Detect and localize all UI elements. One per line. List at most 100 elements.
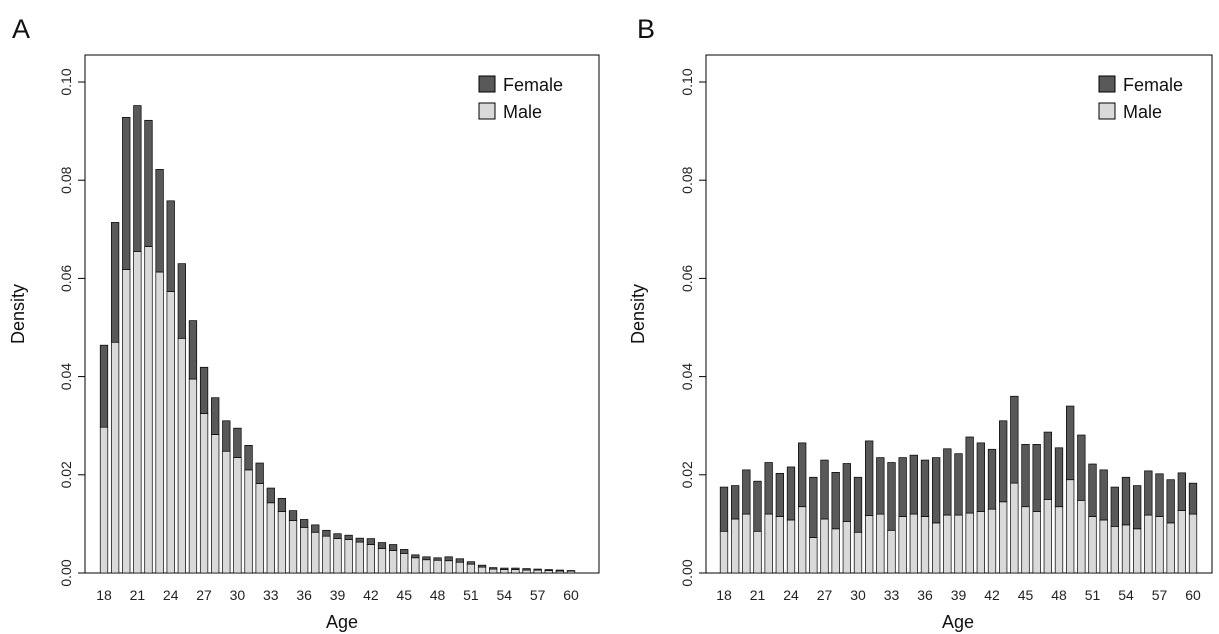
- panel-a-bar-male-age-23: [155, 271, 164, 574]
- panel-a-bar-male-age-48: [433, 559, 442, 574]
- panel-b-bar-female-age-41: [976, 442, 985, 512]
- panel-b-bar-female-age-44: [1010, 395, 1019, 484]
- panel-b-bar-male-age-35: [909, 513, 918, 574]
- panel-b-bar-male-age-45: [1021, 506, 1030, 574]
- panel-b-bar-female-age-28: [831, 472, 840, 530]
- panel-b-bar-male-age-31: [865, 515, 874, 574]
- panel-b-y-axis: 0.00 0.02 0.04 0.06 0.08 0.10: [679, 68, 706, 587]
- panel-a-bar-male-age-21: [133, 251, 142, 574]
- panel-a-bar-male-age-19: [110, 341, 120, 574]
- panel-a-y-tick-label: 0.08: [58, 166, 74, 193]
- panel-a-bar-male-age-30: [233, 457, 242, 574]
- panel-a-bar-male-age-54: [500, 569, 509, 574]
- panel-a-bar-male-age-35: [288, 520, 298, 574]
- panel-b-bar-male-age-34: [898, 516, 907, 574]
- panel-b-bar-female-age-43: [999, 420, 1008, 503]
- panel-a-bar-male-age-58: [544, 570, 553, 574]
- panel-a-bar-female-age-23: [155, 169, 164, 273]
- panel-b-bar-male-age-41: [976, 511, 985, 574]
- panel-a-bar-male-age-46: [411, 557, 420, 574]
- panel-a-bar-male-age-34: [277, 511, 287, 574]
- panel-b-x-tick-label: 57: [1152, 587, 1168, 603]
- panel-a-bar-female-age-52: [477, 564, 487, 568]
- panel-b-bar-female-age-50: [1077, 434, 1086, 501]
- panel-a-bar-female-age-28: [211, 397, 220, 435]
- panel-a-bar-female-age-19: [110, 222, 120, 343]
- panel-a-bar-female-age-33: [266, 487, 275, 504]
- panel-b-bar-male-age-21: [753, 530, 762, 574]
- panel-a-bar-female-age-49: [444, 556, 453, 562]
- panel-b-bar-male-age-54: [1121, 524, 1131, 574]
- panel-a-bar-female-age-55: [511, 567, 520, 570]
- panel-a-bar-male-age-52: [477, 566, 487, 574]
- panel-a-bar-female-age-30: [233, 427, 242, 458]
- panel-a-bar-male-age-27: [199, 413, 209, 574]
- panel-b-bar-male-age-57: [1155, 516, 1164, 574]
- panel-b-bar-female-age-55: [1133, 485, 1142, 530]
- panel-a-bar-male-age-29: [222, 450, 231, 574]
- panel-a-bar-male-age-43: [377, 548, 387, 574]
- panel-b-bar-female-age-36: [920, 459, 930, 517]
- panel-a-x-axis: 18 21 24 27 30 33 36 39 42 45 48 51 54 57 60: [96, 587, 579, 603]
- panel-a-plot-frame: [84, 54, 600, 574]
- panel-a-bar-male-age-37: [311, 531, 320, 574]
- panel-b-x-axis-title: Age: [942, 612, 974, 632]
- panel-a-bars: [99, 105, 576, 574]
- panel-b-bar-male-age-38: [943, 514, 952, 574]
- panel-a-legend-female-label: Female: [503, 75, 563, 95]
- panel-a-x-tick-label: 30: [230, 587, 246, 603]
- panel-b-bar-male-age-22: [764, 513, 773, 574]
- panel-a-bar-female-age-45: [400, 549, 409, 554]
- panel-b-legend-male-label: Male: [1123, 102, 1162, 122]
- panel-a-bar-female-age-29: [222, 420, 231, 452]
- panel-a-bar-female-age-38: [322, 529, 331, 537]
- panel-b-bar-male-age-33: [887, 529, 896, 574]
- panel-a-bar-female-age-51: [466, 561, 476, 565]
- panel-b-bar-male-age-39: [954, 514, 963, 574]
- panel-a-y-tick-label: 0.10: [58, 68, 74, 95]
- panel-b-bar-female-age-45: [1021, 444, 1030, 508]
- panel-b-bar-male-age-60: [1188, 513, 1198, 574]
- panel-a-bar-female-age-46: [411, 554, 420, 559]
- panel-a-bar-female-age-40: [344, 534, 353, 540]
- panel-a-y-axis: 0.00 0.02 0.04 0.06 0.08 0.10: [58, 68, 85, 587]
- panel-b-bar-female-age-47: [1043, 431, 1052, 500]
- panel-b-bar-male-age-51: [1088, 516, 1097, 574]
- panel-b-bar-male-age-42: [987, 508, 997, 574]
- panel-b-bar-female-age-35: [909, 454, 918, 515]
- panel-a-y-tick-label: 0.00: [58, 559, 74, 586]
- panel-a-x-tick-label: 24: [163, 587, 179, 603]
- panel-a-bar-male-age-31: [244, 469, 253, 574]
- panel-b-bar-female-age-37: [932, 457, 941, 524]
- panel-a-x-tick-label: 33: [263, 587, 279, 603]
- panel-b-bar-female-age-34: [898, 457, 907, 517]
- panel-b-bar-male-age-37: [932, 522, 941, 574]
- panel-b-bar-female-age-30: [853, 476, 863, 533]
- panel-b-x-tick-label: 60: [1185, 587, 1201, 603]
- panel-b-bar-female-age-39: [954, 453, 963, 516]
- panel-b-bar-female-age-22: [764, 462, 773, 515]
- panel-a-y-axis-title: Density: [8, 284, 28, 344]
- panel-b-x-axis: 18 21 24 27 30 33 36 39 42 45 48 51 54 57 60: [716, 587, 1201, 603]
- panel-b-x-tick-label: 36: [917, 587, 933, 603]
- panel-a-bar-female-age-26: [188, 320, 198, 380]
- panel-b-bar-male-age-55: [1133, 528, 1142, 574]
- panel-a-x-tick-label: 21: [130, 587, 146, 603]
- panel-a-bar-male-age-39: [333, 538, 342, 574]
- panel-a-x-tick-label: 54: [497, 587, 513, 603]
- panel-a-bar-male-age-45: [400, 553, 409, 574]
- panel-b-bar-male-age-19: [731, 518, 740, 574]
- panel-b-bar-female-age-23: [775, 472, 784, 517]
- panel-a-x-tick-label: 42: [363, 587, 379, 603]
- panel-a-bar-female-age-53: [489, 567, 498, 570]
- panel-b-bar-male-age-56: [1144, 514, 1153, 574]
- panel-b-y-tick-label: 0.08: [679, 166, 695, 193]
- panel-a-bar-male-age-50: [455, 561, 464, 574]
- panel-a-x-tick-label: 60: [563, 587, 579, 603]
- panel-b-x-tick-label: 45: [1018, 587, 1034, 603]
- panel-b-bar-female-age-49: [1066, 405, 1075, 481]
- panel-a-bar-female-age-54: [500, 567, 509, 570]
- panel-b-bar-female-age-24: [786, 466, 796, 521]
- panel-b-bar-male-age-40: [965, 512, 974, 574]
- panel-a-bar-male-age-41: [355, 541, 364, 574]
